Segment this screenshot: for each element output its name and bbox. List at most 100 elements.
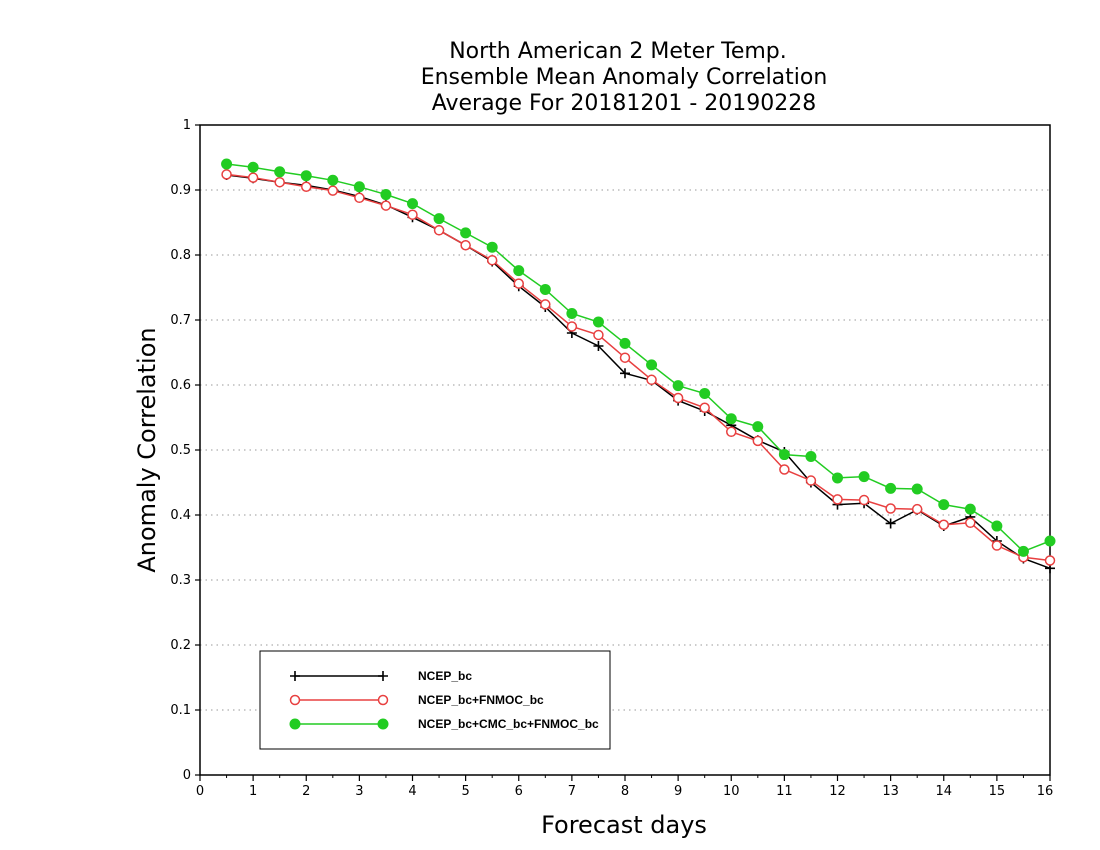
data-point (752, 421, 764, 433)
x-tick-label: 11 (776, 784, 793, 799)
series-line (226, 174, 1051, 570)
chart-title: North American 2 Meter Temp. Ensemble Me… (421, 39, 828, 116)
y-tick-label: 0.7 (170, 313, 191, 328)
data-point (646, 374, 657, 386)
y-tick-label: 0.3 (170, 573, 191, 588)
data-point (513, 265, 525, 277)
data-point (991, 520, 1003, 532)
x-tick-label: 6 (515, 784, 523, 799)
data-point (964, 503, 976, 515)
data-point (221, 158, 233, 170)
data-point (274, 166, 286, 178)
x-axis-ticks: 0 1 2 3 4 5 6 7 8 9 10 11 12 13 14 15 16 (196, 775, 1053, 799)
data-point (938, 519, 949, 530)
x-tick-label: 1 (249, 784, 257, 799)
x-tick-label: 13 (882, 784, 899, 799)
y-tick-label: 0.2 (170, 638, 191, 653)
data-point (593, 329, 604, 341)
legend-marker (377, 694, 389, 706)
data-point (354, 192, 365, 204)
y-tick-label: 0.8 (170, 248, 191, 263)
data-point (805, 451, 817, 462)
data-point (540, 299, 551, 310)
data-point (433, 225, 445, 236)
y-tick-label: 1 (183, 118, 191, 133)
legend: NCEP_bc NCEP_bc+FNMOC_bc NCEP_bc+CMC_bc+FN… (259, 650, 611, 750)
legend-label: NCEP_bc+FNMOC_bc (418, 693, 544, 707)
legend-entry-3: NCEP_bc+CMC_bc+FNMOC_bc (289, 717, 599, 731)
y-tick-label: 0.6 (170, 378, 191, 393)
x-tick-label: 5 (461, 784, 469, 799)
x-tick-label: 4 (408, 784, 416, 799)
data-point (779, 464, 790, 475)
data-point (1017, 545, 1029, 557)
data-point (353, 181, 365, 193)
data-point (858, 494, 870, 506)
y-tick-label: 0.5 (170, 443, 191, 458)
data-point (752, 435, 764, 447)
data-point (513, 278, 524, 289)
x-tick-label: 15 (989, 784, 1006, 799)
y-tick-label: 0.1 (170, 703, 191, 718)
legend-entry-2: NCEP_bc+FNMOC_bc (289, 693, 544, 707)
data-point (1044, 535, 1056, 547)
data-point (380, 189, 392, 201)
data-point (592, 316, 604, 328)
data-point (593, 341, 604, 351)
legend-marker (289, 694, 301, 706)
data-point (247, 172, 259, 183)
data-point (938, 499, 950, 511)
data-point (301, 181, 312, 192)
data-point (620, 368, 630, 379)
data-point (619, 352, 631, 363)
x-tick-label: 2 (302, 784, 310, 799)
data-point (407, 209, 418, 220)
data-point (247, 161, 259, 173)
x-tick-label: 7 (568, 784, 576, 799)
data-point (832, 494, 843, 505)
legend-marker (289, 718, 301, 730)
legend-entry-1: NCEP_bc (290, 669, 472, 683)
legend-marker (290, 671, 300, 681)
legend-label: NCEP_bc+CMC_bc+FNMOC_bc (418, 717, 599, 731)
y-axis-ticks: 0 0.1 0.2 0.3 0.4 0.5 0.6 0.7 0.8 0.9 1 (170, 118, 200, 783)
x-tick-label: 0 (196, 784, 204, 799)
data-point (221, 169, 232, 180)
data-point (726, 426, 737, 438)
x-tick-label: 3 (355, 784, 363, 799)
data-point (832, 472, 843, 484)
series-2 (221, 169, 1056, 566)
series-line (226, 173, 1051, 562)
data-point (274, 176, 285, 188)
data-point (778, 449, 790, 461)
title-line-1: North American 2 Meter Temp. (449, 39, 787, 64)
data-point (619, 337, 631, 349)
x-tick-label: 14 (935, 784, 952, 799)
data-point (885, 482, 897, 494)
x-tick-label: 8 (621, 784, 629, 799)
data-point (433, 213, 445, 225)
data-point (911, 503, 923, 515)
data-point (858, 471, 870, 483)
x-tick-label: 10 (723, 784, 740, 799)
data-point (646, 359, 658, 371)
data-point (965, 517, 976, 529)
y-tick-label: 0 (183, 768, 191, 783)
data-point (407, 198, 418, 210)
data-point (991, 540, 1003, 551)
data-point (460, 240, 471, 251)
data-point (327, 185, 339, 196)
x-tick-label: 16 (1037, 784, 1054, 799)
y-tick-label: 0.4 (170, 508, 191, 523)
data-point (300, 170, 312, 182)
data-point (699, 402, 710, 413)
series-group (221, 158, 1056, 574)
x-tick-label: 12 (829, 784, 846, 799)
title-line-3: Average For 20181201 - 20190228 (432, 91, 817, 116)
data-point (566, 308, 578, 319)
data-point (725, 413, 737, 425)
x-tick-label: 9 (674, 784, 682, 799)
series-line (226, 163, 1051, 553)
data-point (486, 241, 498, 253)
